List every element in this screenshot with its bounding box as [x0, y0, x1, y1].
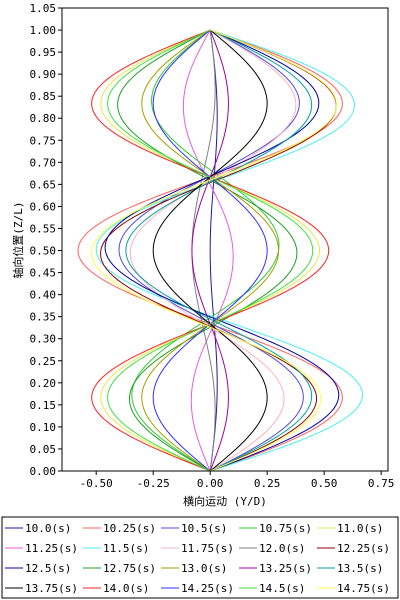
y-tick-label: 0.70 [30, 156, 57, 169]
legend-label: 14.25(s) [181, 582, 234, 595]
series-line-18 [107, 29, 314, 472]
series-line-5 [182, 29, 234, 472]
series-line-9 [100, 29, 337, 472]
y-tick-label: 0.10 [30, 421, 57, 434]
series-line-19 [91, 29, 338, 472]
y-axis: 0.00 0.05 0.10 0.15 0.20 0.25 0.30 0.35 0.40 0.45… [30, 2, 62, 478]
series-line-1 [77, 29, 343, 472]
legend-label: 10.0(s) [25, 522, 71, 535]
legend-label: 10.75(s) [259, 522, 312, 535]
legend-label: 10.5(s) [181, 522, 227, 535]
series-line-7 [129, 29, 297, 472]
series-line-4 [100, 29, 321, 472]
y-tick-label: 0.75 [30, 134, 57, 147]
x-tick-label: -0.25 [137, 477, 170, 490]
x-tick-label: 0.50 [311, 477, 338, 490]
y-tick-label: 1.00 [30, 24, 57, 37]
series-line-13 [191, 29, 229, 472]
x-tick-label: 0.00 [197, 477, 224, 490]
y-tick-label: 0.65 [30, 178, 57, 191]
legend-label: 13.25(s) [259, 562, 312, 575]
x-tick-label: 0.25 [254, 477, 281, 490]
legend-label: 11.75(s) [181, 542, 234, 555]
y-tick-label: 0.45 [30, 267, 57, 280]
y-tick-label: 0.20 [30, 377, 57, 390]
series-line-10 [104, 29, 340, 472]
y-tick-label: 0.85 [30, 90, 57, 103]
y-tick-label: 0.80 [30, 112, 57, 125]
y-axis-title: 轴向位置(Z/L) [11, 201, 25, 278]
series-line-17 [152, 29, 268, 472]
legend-label: 12.75(s) [103, 562, 156, 575]
y-tick-label: 0.05 [30, 443, 57, 456]
plot-frame [61, 7, 389, 472]
legend-label: 14.0(s) [103, 582, 149, 595]
series-line-2 [118, 29, 304, 472]
y-tick-label: 0.00 [30, 465, 57, 478]
legend-label: 11.0(s) [337, 522, 383, 535]
y-tick-label: 0.30 [30, 333, 57, 346]
y-tick-label: 0.40 [30, 289, 57, 302]
series-line-6 [95, 29, 364, 472]
legend: 10.0(s) 10.25(s) 10.5(s) 10.75(s) 11.0(s) 11.… [1, 516, 399, 599]
series-line-16 [91, 29, 330, 472]
y-tick-label: 0.90 [30, 68, 57, 81]
y-tick-label: 0.95 [30, 46, 57, 59]
legend-label: 13.75(s) [25, 582, 78, 595]
series-line-12 [141, 29, 280, 472]
y-tick-label: 0.50 [30, 245, 57, 258]
legend-label: 14.5(s) [259, 582, 305, 595]
x-axis-title: 横向运动 (Y/D) [183, 494, 267, 508]
y-tick-label: 0.55 [30, 222, 57, 235]
legend-label: 12.25(s) [337, 542, 390, 555]
series-line-11 [117, 29, 298, 472]
legend-label: 10.25(s) [103, 522, 156, 535]
y-tick-label: 0.15 [30, 399, 57, 412]
legend-label: 12.0(s) [259, 542, 305, 555]
legend-label: 13.0(s) [181, 562, 227, 575]
y-tick-label: 0.35 [30, 311, 57, 324]
y-tick-label: 0.60 [30, 200, 57, 213]
plot-lines [77, 29, 364, 472]
legend-label: 11.25(s) [25, 542, 78, 555]
legend-label: 13.5(s) [337, 562, 383, 575]
legend-label: 11.5(s) [103, 542, 149, 555]
legend-frame [1, 516, 399, 599]
series-line-8 [191, 29, 216, 472]
series-line-0 [209, 29, 218, 472]
y-tick-label: 1.05 [30, 2, 57, 15]
legend-label: 14.75(s) [337, 582, 390, 595]
x-tick-label: 0.75 [368, 477, 395, 490]
series-line-14 [125, 29, 313, 472]
y-tick-label: 0.25 [30, 355, 57, 368]
x-tick-label: -0.50 [80, 477, 113, 490]
x-axis: -0.50 -0.25 0.00 0.25 0.50 0.75 [80, 471, 395, 490]
series-line-15 [152, 29, 268, 472]
legend-label: 12.5(s) [25, 562, 71, 575]
